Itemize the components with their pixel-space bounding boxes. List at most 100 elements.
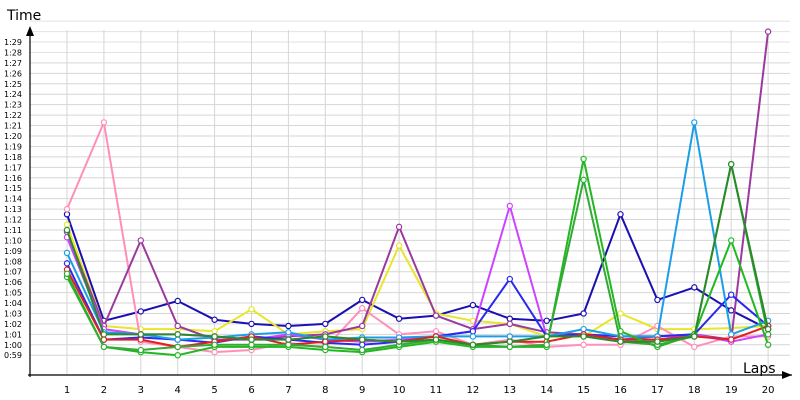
data-point <box>174 343 181 351</box>
data-point <box>63 221 71 228</box>
y-tick-label: 1:12 <box>4 216 22 225</box>
data-point <box>63 205 71 213</box>
x-tick-label: 4 <box>175 385 181 396</box>
x-tick-label: 3 <box>138 385 144 396</box>
y-tick-label: 1:13 <box>4 205 22 214</box>
y-tick-label: 1:18 <box>4 153 22 162</box>
x-axis-arrow <box>782 371 792 379</box>
data-point <box>174 297 181 305</box>
data-point <box>285 329 292 336</box>
data-point <box>174 336 181 343</box>
data-point <box>543 333 550 340</box>
data-point <box>211 328 218 335</box>
data-point <box>395 223 403 231</box>
data-point <box>395 338 403 345</box>
y-tick-label: 1:03 <box>4 309 22 318</box>
data-point <box>764 28 772 35</box>
data-point <box>285 341 292 348</box>
x-tick-label: 17 <box>651 385 664 396</box>
data-point <box>248 336 255 343</box>
data-point <box>285 336 292 343</box>
data-point <box>322 333 329 340</box>
data-point <box>469 301 477 309</box>
y-tick-label: 0:59 <box>4 351 22 360</box>
data-point <box>137 346 144 354</box>
data-point <box>63 249 71 257</box>
x-tick-label: 1 <box>64 385 70 396</box>
y-tick-label: 1:00 <box>4 341 22 350</box>
y-tick-label: 1:27 <box>4 59 22 68</box>
x-tick-label: 16 <box>614 385 627 396</box>
data-point <box>63 270 71 278</box>
data-point <box>728 331 735 338</box>
data-point <box>506 315 513 322</box>
y-axis-title: Time <box>6 8 41 24</box>
data-point <box>211 333 218 340</box>
x-tick-label: 7 <box>285 385 291 396</box>
data-point <box>174 331 181 338</box>
data-point <box>137 237 144 244</box>
data-point <box>691 119 698 126</box>
x-tick-label: 20 <box>762 385 775 396</box>
x-tick-label: 5 <box>211 385 217 396</box>
series-line <box>66 163 770 346</box>
series-line <box>66 163 770 351</box>
x-tick-label: 15 <box>577 385 590 396</box>
series-line <box>66 31 770 341</box>
y-tick-label: 1:25 <box>4 80 22 89</box>
y-tick-label: 1:10 <box>4 236 22 245</box>
data-point <box>469 341 477 348</box>
data-point <box>764 341 772 348</box>
data-point <box>728 160 735 168</box>
y-tick-label: 1:09 <box>4 247 22 256</box>
x-tick-label: 9 <box>359 385 365 396</box>
series-3 <box>63 119 772 356</box>
x-tick-label: 19 <box>725 385 738 396</box>
data-point <box>359 336 366 343</box>
data-point <box>211 348 218 356</box>
data-point <box>322 338 329 345</box>
data-point <box>285 322 292 330</box>
data-point <box>137 336 144 343</box>
data-point <box>654 296 661 304</box>
data-point <box>654 338 661 345</box>
y-tick-label: 1:04 <box>4 299 22 308</box>
data-point <box>506 202 513 210</box>
data-point <box>100 119 108 126</box>
data-point <box>580 325 587 333</box>
data-point <box>432 312 440 319</box>
data-point <box>248 320 255 328</box>
data-point <box>580 310 587 317</box>
data-point <box>580 333 587 340</box>
data-point <box>100 343 108 351</box>
data-point <box>248 341 255 348</box>
data-point <box>617 310 624 317</box>
data-point <box>174 352 181 359</box>
y-tick-label: 1:06 <box>4 278 22 287</box>
data-point <box>100 331 108 338</box>
data-point <box>469 328 477 335</box>
series-11 <box>63 160 772 348</box>
data-point <box>359 341 366 348</box>
data-point <box>580 176 587 184</box>
x-tick-label: 18 <box>688 385 701 396</box>
y-tick-label: 1:26 <box>4 69 22 78</box>
data-point <box>63 226 71 234</box>
x-tick-label: 8 <box>322 385 328 396</box>
x-tick-label: 13 <box>503 385 516 396</box>
y-tick-label: 1:05 <box>4 289 22 298</box>
y-tick-label: 1:07 <box>4 268 22 277</box>
x-tick-label: 6 <box>248 385 254 396</box>
data-point <box>691 333 698 340</box>
data-point <box>211 316 218 323</box>
series-line <box>66 121 769 354</box>
series-line <box>66 224 769 338</box>
y-tick-label: 1:08 <box>4 257 22 266</box>
data-point <box>691 284 698 291</box>
data-point <box>359 296 366 304</box>
data-point <box>63 260 71 267</box>
data-point <box>506 333 513 340</box>
data-point <box>506 343 513 351</box>
data-point <box>728 291 735 298</box>
